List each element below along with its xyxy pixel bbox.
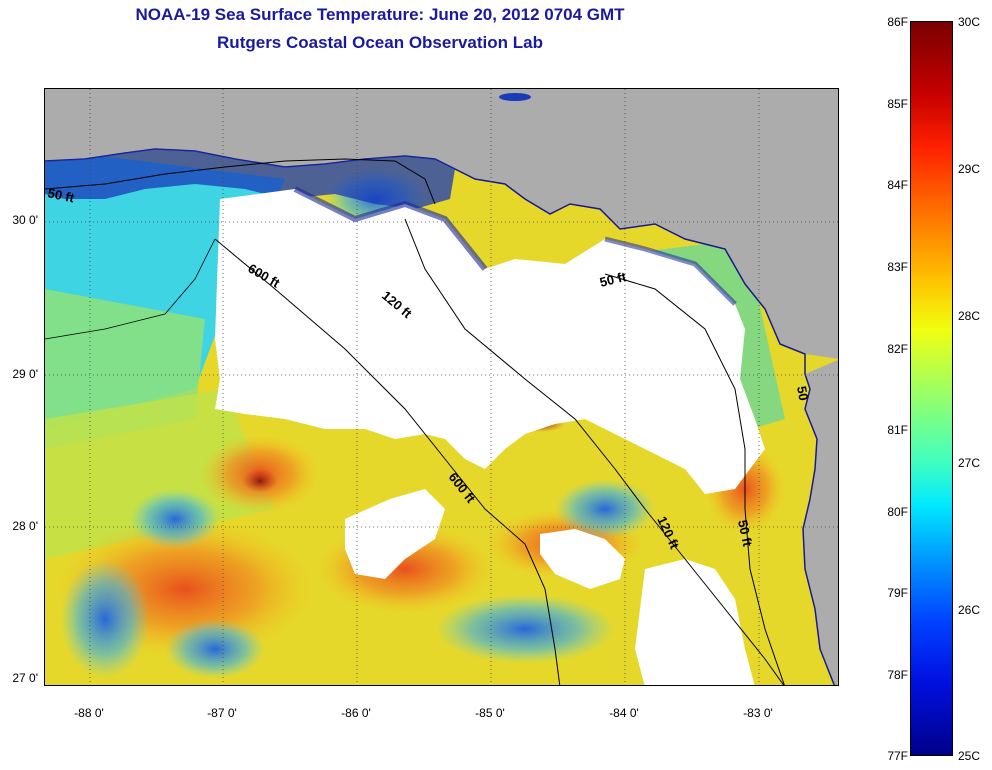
colorbar-f-label: 78F: [887, 668, 908, 682]
contour-deep: [45, 238, 216, 340]
contour-50ft-west: [45, 158, 436, 205]
gridlines: [45, 89, 838, 685]
cloud-mask: [345, 489, 445, 579]
cool-patch: [555, 479, 655, 539]
y-tick-label: 30 0': [12, 213, 38, 227]
coastal-cool-fringe: [45, 149, 455, 209]
sst-map: 50 ft 600 ft 120 ft 50 ft 600 ft 120 ft …: [44, 88, 839, 686]
colorbar-c-label: 27C: [958, 456, 981, 470]
cool-patch: [165, 619, 265, 679]
contour-600ft: [214, 238, 561, 685]
contour-label: 50: [794, 385, 811, 402]
colorbar-c-label: 26C: [958, 603, 981, 617]
land-north: [45, 89, 838, 359]
y-tick-label: 28 0': [12, 519, 38, 533]
colorbar-c-label: 25C: [958, 749, 981, 763]
colorbar-c-label: 29C: [958, 162, 981, 176]
cloud-mask: [635, 559, 755, 685]
x-tick-label: -86 0': [341, 706, 371, 720]
cloud-mask: [540, 529, 625, 589]
chart-title: NOAA-19 Sea Surface Temperature: June 20…: [135, 5, 625, 24]
contour-50ft-east: [604, 273, 785, 685]
contour-label: 50 ft: [598, 269, 628, 290]
temperature-colorbar: [910, 21, 953, 756]
sst-map-graphic: 50 ft 600 ft 120 ft 50 ft 600 ft 120 ft …: [45, 89, 838, 685]
cool-patch: [60, 559, 150, 679]
colorbar-f-label: 86F: [887, 15, 908, 29]
colorbar-f-label: 85F: [887, 97, 908, 111]
contour-label: 50 ft: [46, 185, 76, 205]
lake: [499, 93, 531, 101]
hot-spot: [242, 469, 278, 493]
colorbar-f-label: 84F: [887, 178, 908, 192]
contour-label: 50 ft: [735, 519, 755, 549]
x-tick-label: -85 0': [475, 706, 505, 720]
contour-120ft: [404, 218, 785, 685]
chart-subtitle: Rutgers Coastal Ocean Observation Lab: [217, 33, 543, 52]
y-tick-label: 27 0': [12, 671, 38, 685]
colorbar-f-label: 77F: [887, 749, 908, 763]
cool-patch: [130, 489, 220, 549]
colorbar-f-label: 79F: [887, 586, 908, 600]
cloud-edge: [293, 186, 488, 271]
colorbar-f-label: 82F: [887, 342, 908, 356]
colorbar-f-label: 80F: [887, 505, 908, 519]
cool-patch: [435, 594, 615, 664]
colorbar-f-label: 81F: [887, 423, 908, 437]
cloud-mask: [215, 189, 765, 494]
x-tick-label: -88 0': [74, 706, 104, 720]
x-tick-label: -84 0': [609, 706, 639, 720]
cloud-edge: [604, 236, 737, 306]
colorbar-f-label: 83F: [887, 260, 908, 274]
colorbar-c-label: 28C: [958, 309, 981, 323]
land-florida-peninsula: [803, 359, 838, 685]
y-tick-label: 29 0': [12, 367, 38, 381]
colorbar-c-label: 30C: [958, 15, 981, 29]
x-tick-label: -83 0': [743, 706, 773, 720]
x-tick-label: -87 0': [207, 706, 237, 720]
